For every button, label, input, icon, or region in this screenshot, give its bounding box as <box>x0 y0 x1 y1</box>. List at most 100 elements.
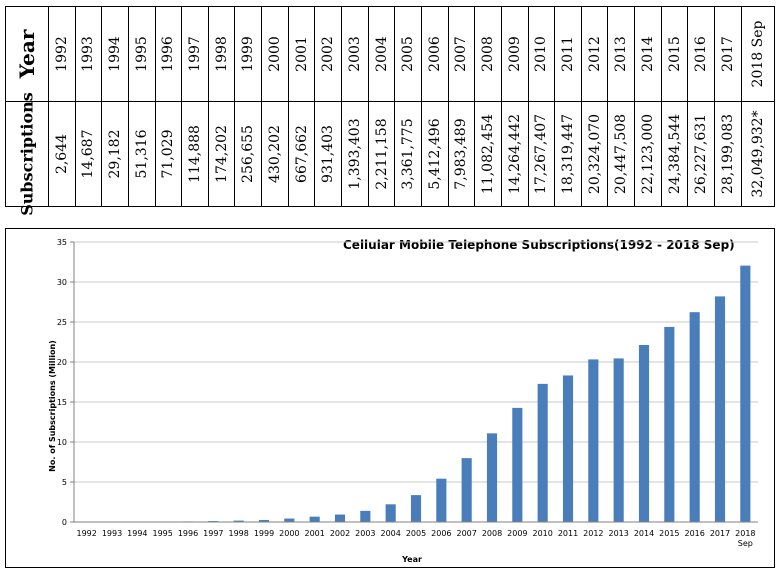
subscriptions-cell: 22,123,000 <box>634 101 662 207</box>
subscriptions-value: 26,227,631 <box>693 113 710 195</box>
x-tick-label: 2008 <box>482 529 502 538</box>
subscriptions-value: 1,393,403 <box>346 118 363 190</box>
year-value: 2012 <box>586 36 603 72</box>
subscriptions-cell: 26,227,631 <box>687 101 716 207</box>
y-tick-label: 0 <box>62 518 67 527</box>
year-cell: 2008 <box>474 6 502 102</box>
subscriptions-cell: 256,655 <box>234 101 263 207</box>
bar <box>689 312 700 522</box>
subscriptions-cell: 29,182 <box>101 101 129 207</box>
y-tick-label: 15 <box>57 398 67 407</box>
subscriptions-header-cell: Subscriptions <box>5 92 49 216</box>
year-value: 2014 <box>639 36 656 72</box>
subscriptions-cell: 5,412,496 <box>420 101 449 207</box>
x-tick-label: 2015 <box>659 529 679 538</box>
x-tick-label: 2011 <box>558 529 578 538</box>
bar <box>562 375 574 522</box>
subscriptions-cell: 20,324,070 <box>580 101 609 207</box>
year-cell: 2005 <box>394 6 422 102</box>
year-cell: 2007 <box>447 6 476 102</box>
y-tick-label: 30 <box>57 278 67 287</box>
x-tick-label: 1992 <box>76 529 96 538</box>
x-tick-label: 1993 <box>102 529 122 538</box>
subscriptions-bar-chart: Cellular Mobile Telephone Subscriptions(… <box>48 238 758 564</box>
subscriptions-cell: 114,888 <box>181 101 209 207</box>
x-tick-label: 1995 <box>152 529 172 538</box>
year-cell: 1996 <box>154 6 183 102</box>
x-tick-label: 2012 <box>583 529 603 538</box>
subscriptions-value: 3,361,775 <box>400 118 417 190</box>
year-cell: 1999 <box>234 6 263 102</box>
axes: 0 5 10 15 20 25 30 35 1992 1993 1994 1995 1996 1997 19… <box>57 238 758 548</box>
subscriptions-cell: 11,082,454 <box>474 101 502 207</box>
year-cell: 2009 <box>500 6 529 102</box>
year-cell: 1998 <box>207 6 236 102</box>
chart-frame: Cellular Mobile Telephone Subscriptions(… <box>5 228 775 568</box>
year-value: 2000 <box>266 36 283 72</box>
y-tick-label: 20 <box>57 358 67 367</box>
x-tick-sublabel: Sep <box>738 539 753 548</box>
year-value: 1998 <box>213 36 230 72</box>
subscriptions-value: 256,655 <box>240 125 257 183</box>
x-tick-label: 2017 <box>710 529 730 538</box>
x-tick-label: 2016 <box>684 529 704 538</box>
subscriptions-value: 2,644 <box>53 133 70 175</box>
subscriptions-cell: 430,202 <box>261 101 289 207</box>
year-value: 2017 <box>720 36 736 72</box>
subscriptions-cell: 174,202 <box>207 101 236 207</box>
subscriptions-value: 931,403 <box>320 125 337 183</box>
y-axis-title: No. of Subscriptions (Million) <box>48 340 57 472</box>
subscriptions-cell: 931,403 <box>314 101 343 207</box>
subscriptions-value: 28,199,083 <box>720 113 736 195</box>
x-axis-title: Year <box>401 555 422 564</box>
bar <box>233 520 244 522</box>
subscriptions-cell: 14,687 <box>74 101 103 207</box>
subscriptions-value: 11,082,454 <box>480 113 497 195</box>
year-value: 2004 <box>373 36 390 72</box>
subscriptions-value: 22,123,000 <box>639 113 656 195</box>
bar <box>385 504 396 522</box>
x-tick-label: 1998 <box>228 529 248 538</box>
subscriptions-value: 18,319,447 <box>559 113 576 195</box>
year-value: 2016 <box>693 36 710 72</box>
subscriptions-value: 32,049,932* <box>750 110 766 198</box>
year-value: 2008 <box>480 36 497 72</box>
year-cell: 1997 <box>181 6 209 102</box>
x-tick-label: 2003 <box>355 529 375 538</box>
year-value: 2013 <box>613 36 630 72</box>
x-tick-label: 2009 <box>507 529 527 538</box>
subscriptions-cell: 71,029 <box>154 101 183 207</box>
subscriptions-cell: 17,267,407 <box>527 101 556 207</box>
subscriptions-cell: 7,983,489 <box>447 101 476 207</box>
bar <box>613 358 624 522</box>
year-cell: 2018 Sep <box>741 6 775 102</box>
subscriptions-value: 114,888 <box>187 125 204 183</box>
bar <box>588 359 599 522</box>
y-tick-label: 10 <box>57 438 67 447</box>
bar <box>740 265 751 522</box>
year-value: 2005 <box>400 36 417 72</box>
x-tick-label: 2002 <box>330 529 350 538</box>
year-value: 2018 Sep <box>750 20 766 88</box>
year-cell: 2011 <box>554 6 582 102</box>
subscriptions-value: 667,662 <box>293 125 310 183</box>
subscriptions-cell: 2,644 <box>48 101 76 207</box>
year-value: 1996 <box>160 36 177 72</box>
year-cell: 1994 <box>101 6 129 102</box>
x-tick-label: 2018 <box>735 529 755 538</box>
year-value: 1993 <box>80 36 97 72</box>
subscriptions-value: 24,384,544 <box>666 113 683 195</box>
subscriptions-value: 20,447,508 <box>613 113 630 195</box>
subscriptions-cell: 51,316 <box>127 101 156 207</box>
subscriptions-value: 71,029 <box>160 129 177 179</box>
year-cell: 2013 <box>607 6 636 102</box>
x-tick-label: 1997 <box>203 529 223 538</box>
subscriptions-cell: 3,361,775 <box>394 101 422 207</box>
year-cell: 1995 <box>127 6 156 102</box>
year-cell: 2016 <box>687 6 716 102</box>
year-cell: 2010 <box>527 6 556 102</box>
y-tick-label: 35 <box>57 238 67 247</box>
subscriptions-row: Subscriptions 2,644 14,687 29,182 51,316 71,… <box>5 92 775 216</box>
year-cell: 2014 <box>634 6 662 102</box>
bar <box>664 326 675 522</box>
